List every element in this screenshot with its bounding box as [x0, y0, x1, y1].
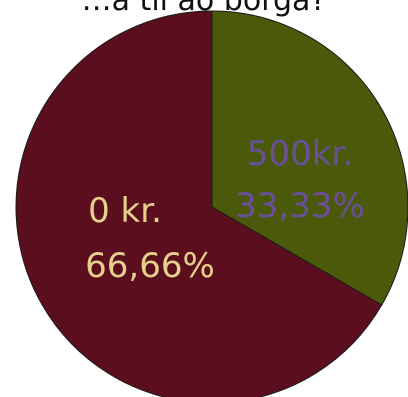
- chart-title: …a til að borga?: [81, 0, 327, 18]
- pie-slice-1: [211, 10, 408, 306]
- slice-percent-2: 66,66%: [85, 246, 215, 286]
- pie-slice-2: [15, 10, 383, 397]
- slice-label-2: 0 kr.: [88, 191, 162, 231]
- slice-percent-1: 33,33%: [235, 186, 365, 226]
- slice-label-1: 500kr.: [247, 134, 353, 174]
